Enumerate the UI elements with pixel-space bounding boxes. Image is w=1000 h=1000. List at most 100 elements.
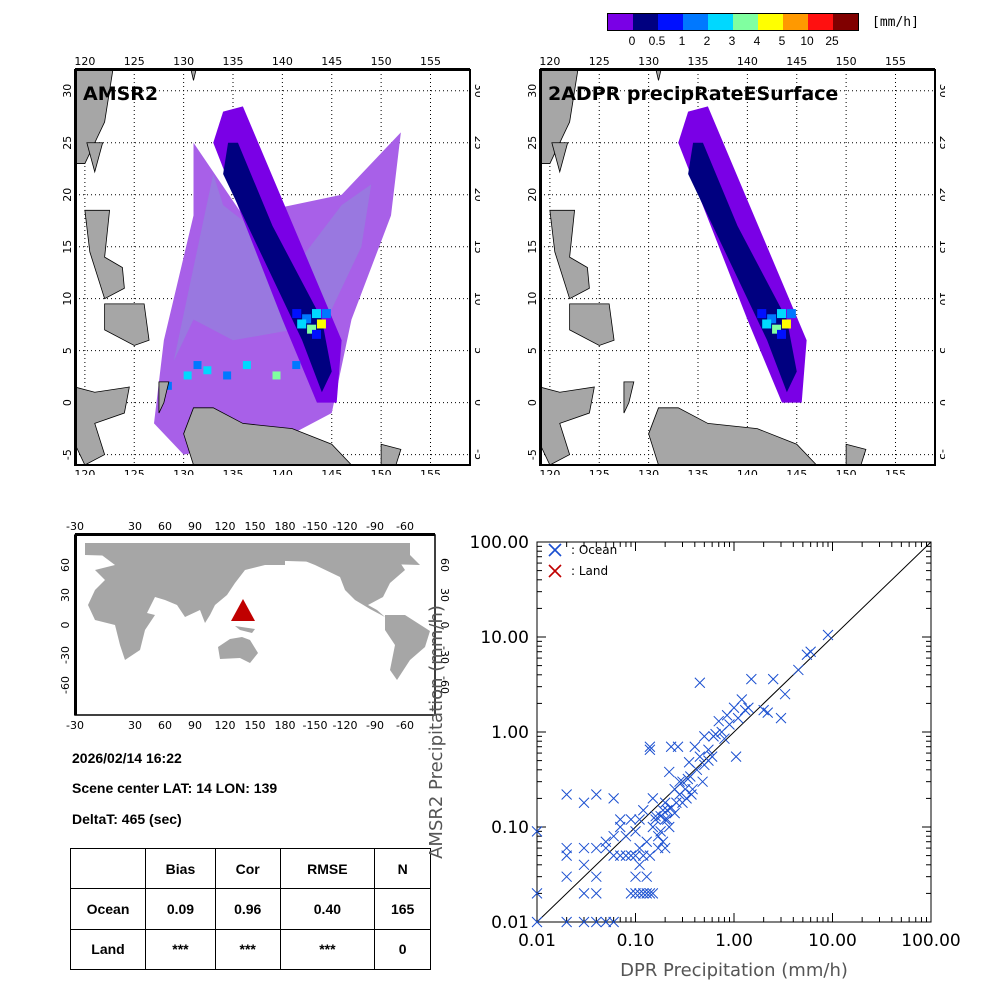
lon-tick-label-top: 125 bbox=[124, 55, 145, 68]
data-point bbox=[614, 850, 626, 861]
lat-tick-label-left: 15 bbox=[61, 240, 74, 254]
data-point bbox=[614, 814, 626, 825]
precip-cell bbox=[757, 309, 767, 319]
lat-tick-label-left: 0 bbox=[61, 399, 74, 406]
lon-tick-label-top: 135 bbox=[688, 55, 709, 68]
colorbar: [mm/h] 0 0.5 1 2 3 4 5 10 25 bbox=[600, 10, 1000, 50]
data-point bbox=[779, 688, 791, 700]
stats-cell: 0 bbox=[374, 928, 431, 971]
data-point bbox=[745, 673, 757, 685]
scene-center: Scene center LAT: 14 LON: 139 bbox=[72, 780, 278, 796]
data-point bbox=[590, 916, 602, 928]
world-lon-label-top: 180 bbox=[275, 520, 296, 533]
world-lat-label-right: -30 bbox=[438, 646, 450, 664]
data-point bbox=[630, 888, 641, 899]
data-point bbox=[608, 793, 620, 804]
lon-tick-label-top: 130 bbox=[638, 55, 659, 68]
data-point bbox=[792, 664, 804, 676]
data-point bbox=[687, 783, 698, 795]
lat-tick-label-right: 20 bbox=[937, 188, 945, 202]
data-point bbox=[644, 741, 656, 753]
world-lon-label-bottom: -60 bbox=[396, 719, 414, 732]
world-locator-map: 30 30 60 60 90 90 120 120 150 150 180 180 -150 -150 -1… bbox=[59, 520, 450, 732]
stats-cell: Ocean bbox=[70, 888, 146, 930]
precip-cell bbox=[772, 324, 782, 334]
lon-tick-label-top: 145 bbox=[786, 55, 807, 68]
world-lon-label-top: -30 bbox=[66, 520, 84, 533]
lon-tick-label-top: 150 bbox=[836, 55, 857, 68]
data-point bbox=[659, 842, 671, 854]
lon-tick-label-bottom: 125 bbox=[124, 468, 145, 475]
precip-cell bbox=[316, 319, 326, 329]
lon-tick-label-top: 140 bbox=[737, 55, 758, 68]
stats-cell: 165 bbox=[374, 888, 431, 930]
precip-cell bbox=[781, 319, 791, 329]
data-point bbox=[531, 825, 543, 837]
precip-core bbox=[688, 142, 797, 393]
data-point bbox=[672, 741, 684, 753]
y-tick-label: 0.01 bbox=[491, 913, 529, 933]
data-point bbox=[630, 825, 641, 837]
scene-datetime: 2026/02/14 16:22 bbox=[72, 750, 182, 766]
amsr2-map: 1201201251251301301351351401401451451501… bbox=[61, 55, 480, 475]
land-shape bbox=[75, 386, 130, 465]
legend-marker bbox=[548, 564, 562, 578]
precip-cell bbox=[302, 314, 312, 324]
lat-tick-label-right: 10 bbox=[472, 292, 480, 306]
data-point bbox=[677, 776, 688, 788]
x-tick-label: 0.10 bbox=[617, 931, 655, 951]
data-point bbox=[713, 715, 725, 727]
data-point bbox=[730, 751, 742, 763]
x-tick-label: 100.00 bbox=[901, 931, 960, 951]
lon-tick-label-top: 155 bbox=[885, 55, 906, 68]
data-point bbox=[561, 916, 573, 928]
lat-tick-label-left: 30 bbox=[61, 84, 74, 98]
data-point bbox=[644, 744, 656, 756]
data-point bbox=[630, 850, 641, 861]
precip-cell bbox=[321, 309, 331, 319]
colorbar-swatch bbox=[733, 14, 758, 30]
data-point bbox=[659, 797, 671, 809]
colorbar-label: 0 bbox=[628, 34, 636, 48]
data-point bbox=[650, 814, 661, 825]
colorbar-labels: 0 0.5 1 2 3 4 5 10 25 bbox=[607, 34, 867, 50]
land-shape bbox=[84, 209, 125, 300]
data-point bbox=[644, 888, 656, 899]
land-shape bbox=[86, 142, 104, 174]
land-shape bbox=[569, 303, 615, 346]
lat-tick-label-left: 10 bbox=[61, 292, 74, 306]
lat-tick-label-left: -5 bbox=[526, 449, 539, 460]
lat-tick-label-left: 20 bbox=[61, 188, 74, 202]
world-frame-left bbox=[74, 535, 77, 715]
stats-cell: *** bbox=[214, 928, 281, 971]
lon-tick-label-bottom: 145 bbox=[786, 468, 807, 475]
colorbar-swatch bbox=[808, 14, 833, 30]
world-lon-label-top: -60 bbox=[396, 520, 414, 533]
data-point bbox=[578, 859, 590, 871]
stats-cell: 0.96 bbox=[214, 888, 281, 930]
world-lon-label-top: 120 bbox=[215, 520, 236, 533]
world-lon-label-top: 30 bbox=[128, 520, 142, 533]
world-lat-label-right: 30 bbox=[438, 588, 450, 602]
data-point bbox=[671, 797, 682, 809]
map-frame-top bbox=[540, 68, 935, 71]
lat-tick-label-left: 25 bbox=[526, 136, 539, 150]
colorbar-swatch bbox=[683, 14, 708, 30]
precip-cell bbox=[242, 361, 251, 370]
data-point bbox=[608, 830, 620, 842]
lon-tick-label-bottom: 125 bbox=[589, 468, 610, 475]
precip-cell bbox=[312, 329, 321, 339]
data-point bbox=[650, 810, 661, 822]
colorbar-label: 10 bbox=[800, 34, 814, 48]
map-frame-top bbox=[75, 68, 470, 71]
precip-cell bbox=[292, 309, 302, 319]
data-point bbox=[805, 646, 817, 658]
lon-tick-label-top: 155 bbox=[420, 55, 441, 68]
y-tick-label: 0.10 bbox=[491, 818, 529, 838]
data-point bbox=[634, 814, 645, 825]
data-point bbox=[578, 797, 590, 809]
world-lon-label-bottom: 60 bbox=[158, 719, 172, 732]
lon-tick-label-bottom: 155 bbox=[420, 468, 441, 475]
land-shape bbox=[551, 142, 569, 174]
lat-tick-label-right: 5 bbox=[937, 347, 945, 354]
